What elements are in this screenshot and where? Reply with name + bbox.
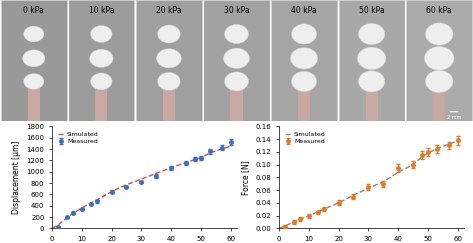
Simulated [192,158,198,161]
Simulated [336,201,342,204]
Y-axis label: Force [N]: Force [N] [241,160,250,195]
Ellipse shape [291,71,316,91]
Ellipse shape [424,47,454,70]
Legend: Simulated, Measured: Simulated, Measured [55,130,101,147]
Simulated [282,225,288,227]
Ellipse shape [359,71,385,92]
Simulated [366,187,371,190]
Text: 50 kPa: 50 kPa [359,6,385,16]
Simulated [55,224,61,226]
Bar [366,75,378,122]
Simulated [139,178,144,181]
Simulated [425,152,431,155]
Simulated [198,156,204,159]
Text: 20 kPa: 20 kPa [156,6,182,16]
Simulated [297,218,303,221]
Simulated [183,161,189,164]
Ellipse shape [24,26,44,42]
Simulated [228,145,233,148]
Simulated [315,210,321,213]
Simulated [276,227,282,230]
Bar [271,0,337,122]
Simulated [49,227,55,230]
Ellipse shape [158,25,180,43]
Bar [433,75,445,122]
Ellipse shape [157,49,181,68]
Ellipse shape [359,23,385,45]
Simulated [291,221,297,224]
Ellipse shape [225,72,248,91]
Text: 0 kPa: 0 kPa [23,6,44,16]
Ellipse shape [224,48,249,69]
Line: Simulated: Simulated [52,146,230,228]
Simulated [321,208,326,211]
Ellipse shape [23,50,45,67]
Bar [339,0,405,122]
Simulated [70,212,76,215]
Text: 40 kPa: 40 kPa [291,6,317,16]
Simulated [88,201,94,204]
Bar [95,75,107,122]
Simulated [419,156,425,158]
Simulated [455,139,460,142]
Ellipse shape [291,24,316,44]
Text: 2 mm: 2 mm [447,115,461,121]
Simulated [395,171,401,174]
Text: 60 kPa: 60 kPa [426,6,452,16]
Simulated [219,148,225,150]
Bar [0,0,67,122]
Bar [230,75,243,122]
Simulated [434,147,439,150]
Bar [203,0,270,122]
Ellipse shape [358,47,386,69]
Ellipse shape [89,49,113,67]
Simulated [306,214,312,217]
Simulated [123,183,129,186]
Simulated [153,172,159,175]
Simulated [79,207,85,209]
Bar [136,0,202,122]
Text: 10 kPa: 10 kPa [88,6,114,16]
Text: 30 kPa: 30 kPa [224,6,249,16]
Bar [163,75,175,122]
Ellipse shape [158,72,180,90]
Bar [298,75,310,122]
Y-axis label: Displacement [μm]: Displacement [μm] [12,141,21,214]
Simulated [207,152,212,155]
Bar [406,0,473,122]
Legend: Simulated, Measured: Simulated, Measured [282,130,328,147]
Ellipse shape [425,70,453,93]
Simulated [109,190,114,193]
Simulated [410,163,416,166]
Simulated [168,166,174,169]
Simulated [350,194,356,197]
Bar [68,0,134,122]
Ellipse shape [425,23,453,45]
Ellipse shape [24,73,44,89]
Line: Simulated: Simulated [279,141,457,228]
Ellipse shape [91,73,112,90]
Simulated [64,216,70,219]
Simulated [446,143,452,146]
Ellipse shape [91,26,112,43]
Simulated [94,199,99,201]
Bar [28,75,40,122]
Simulated [380,180,386,183]
Ellipse shape [290,48,318,69]
Ellipse shape [225,25,248,43]
